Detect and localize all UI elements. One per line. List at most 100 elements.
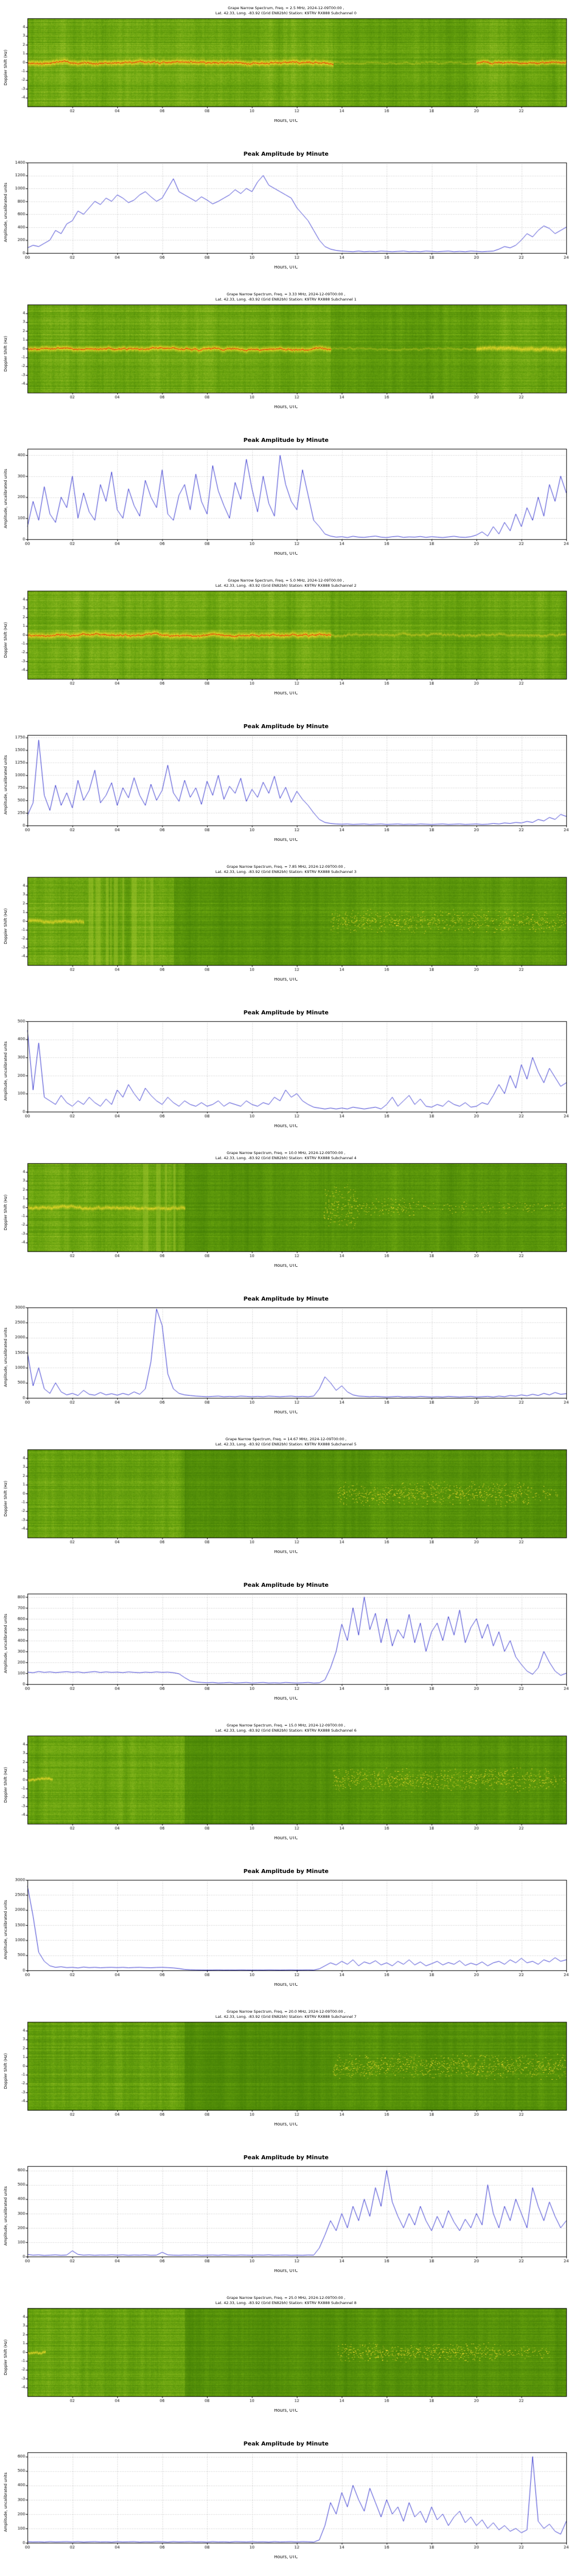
spectrogram-title: Grape Narrow Spectrum, Freq. = 5.0 MHz, … (0, 578, 572, 588)
spectrogram-title: Grape Narrow Spectrum, Freq. = 20.0 MHz,… (0, 2009, 572, 2020)
x-axis-label: Hours, UTC (274, 117, 298, 123)
amplitude-canvas (0, 1018, 572, 1124)
amplitude-section-5: Peak Amplitude by Minute Amplitude, unca… (0, 1574, 572, 1717)
amplitude-plot-area: Amplitude, uncalibrated units (0, 2163, 572, 2269)
spectrogram-plot-area: Doppler Shift (Hz) (0, 302, 572, 405)
spectrogram-section-3: Grape Narrow Spectrum, Freq. = 7.85 MHz,… (0, 859, 572, 1002)
y-axis-label-doppler: Doppler Shift (Hz) (3, 49, 8, 85)
x-axis-label: Hours, UTC (274, 1982, 298, 1987)
amplitude-plot-area: Amplitude, uncalibrated units (0, 445, 572, 552)
spectrogram-title-line1: Grape Narrow Spectrum, Freq. = 2.5 MHz, … (228, 6, 344, 10)
spectrogram-section-2: Grape Narrow Spectrum, Freq. = 5.0 MHz, … (0, 572, 572, 716)
spectrogram-title-line2: Lat. 42.33, Long. -83.92 (Grid EN82bh) S… (215, 583, 357, 588)
amplitude-plot-area: Amplitude, uncalibrated units (0, 1590, 572, 1697)
spectrogram-plot-area: Doppler Shift (Hz) (0, 588, 572, 692)
amplitude-section-7: Peak Amplitude by Minute Amplitude, unca… (0, 2147, 572, 2290)
spectrogram-title-line1: Grape Narrow Spectrum, Freq. = 25.0 MHz,… (227, 2296, 345, 2300)
amplitude-canvas (0, 445, 572, 552)
spectrogram-title-line1: Grape Narrow Spectrum, Freq. = 15.0 MHz,… (227, 1723, 345, 1728)
amplitude-plot-title: Peak Amplitude by Minute (243, 724, 329, 730)
y-axis-label-amplitude: Amplitude, uncalibrated units (3, 1900, 8, 1959)
amplitude-section-1: Peak Amplitude by Minute Amplitude, unca… (0, 429, 572, 572)
y-axis-label-doppler: Doppler Shift (Hz) (3, 622, 8, 658)
spectrogram-plot-area: Doppler Shift (Hz) (0, 15, 572, 119)
spectrogram-title-line2: Lat. 42.33, Long. -83.92 (Grid EN82bh) S… (215, 2014, 357, 2019)
spectrogram-title: Grape Narrow Spectrum, Freq. = 7.85 MHz,… (0, 864, 572, 875)
amplitude-canvas (0, 732, 572, 838)
x-axis-label: Hours, UTC (274, 264, 298, 270)
y-axis-label-amplitude: Amplitude, uncalibrated units (3, 1327, 8, 1387)
amplitude-section-4: Peak Amplitude by Minute Amplitude, unca… (0, 1288, 572, 1431)
amplitude-plot-area: Amplitude, uncalibrated units (0, 1304, 572, 1411)
spectrogram-title-line1: Grape Narrow Spectrum, Freq. = 7.85 MHz,… (227, 864, 345, 869)
spectrogram-canvas (0, 588, 572, 692)
x-axis-label: Hours, UTC (274, 2407, 298, 2413)
spectrogram-canvas (0, 15, 572, 119)
spectrogram-canvas (0, 874, 572, 978)
amplitude-plot-title: Peak Amplitude by Minute (243, 1582, 329, 1589)
spectrogram-title: Grape Narrow Spectrum, Freq. = 2.5 MHz, … (0, 6, 572, 16)
y-axis-label-doppler: Doppler Shift (Hz) (3, 1480, 8, 1516)
amplitude-plot-area: Amplitude, uncalibrated units (0, 159, 572, 266)
spectrogram-section-1: Grape Narrow Spectrum, Freq. = 3.33 MHz,… (0, 286, 572, 429)
y-axis-label-doppler: Doppler Shift (Hz) (3, 335, 8, 372)
spectrogram-title: Grape Narrow Spectrum, Freq. = 14.67 MHz… (0, 1437, 572, 1447)
amplitude-canvas (0, 1876, 572, 1983)
spectrogram-canvas (0, 1447, 572, 1550)
spectrogram-canvas (0, 2305, 572, 2409)
y-axis-label-doppler: Doppler Shift (Hz) (3, 2053, 8, 2089)
spectrogram-title-line1: Grape Narrow Spectrum, Freq. = 3.33 MHz,… (227, 292, 345, 297)
spectrogram-plot-area: Doppler Shift (Hz) (0, 1160, 572, 1264)
spectrogram-title-line2: Lat. 42.33, Long. -83.92 (Grid EN82bh) S… (215, 1155, 357, 1160)
spectrogram-title-line2: Lat. 42.33, Long. -83.92 (Grid EN82bh) S… (215, 297, 357, 302)
y-axis-label-amplitude: Amplitude, uncalibrated units (3, 183, 8, 242)
spectrogram-title-line2: Lat. 42.33, Long. -83.92 (Grid EN82bh) S… (215, 1441, 357, 1447)
spectrogram-section-7: Grape Narrow Spectrum, Freq. = 20.0 MHz,… (0, 2004, 572, 2147)
amplitude-plot-title: Peak Amplitude by Minute (243, 2441, 329, 2447)
spectrogram-title-line1: Grape Narrow Spectrum, Freq. = 10.0 MHz,… (227, 1151, 345, 1155)
spectrogram-title-line2: Lat. 42.33, Long. -83.92 (Grid EN82bh) S… (215, 869, 357, 874)
spectrogram-canvas (0, 2019, 572, 2123)
spectrogram-title-line1: Grape Narrow Spectrum, Freq. = 20.0 MHz,… (227, 2009, 345, 2014)
spectrogram-title: Grape Narrow Spectrum, Freq. = 15.0 MHz,… (0, 1723, 572, 1733)
spectrogram-plot-area: Doppler Shift (Hz) (0, 2305, 572, 2409)
amplitude-canvas (0, 2449, 572, 2555)
y-axis-label-doppler: Doppler Shift (Hz) (3, 908, 8, 944)
spectrogram-plot-area: Doppler Shift (Hz) (0, 1733, 572, 1836)
spectrogram-title-line1: Grape Narrow Spectrum, Freq. = 14.67 MHz… (225, 1437, 347, 1441)
x-axis-label: Hours, UTC (274, 2121, 298, 2127)
x-axis-label: Hours, UTC (274, 551, 298, 556)
x-axis-label: Hours, UTC (274, 2554, 298, 2559)
amplitude-canvas (0, 2163, 572, 2269)
x-axis-label: Hours, UTC (274, 404, 298, 409)
x-axis-label: Hours, UTC (274, 690, 298, 696)
y-axis-label-amplitude: Amplitude, uncalibrated units (3, 2186, 8, 2246)
spectrogram-section-8: Grape Narrow Spectrum, Freq. = 25.0 MHz,… (0, 2290, 572, 2433)
x-axis-label: Hours, UTC (274, 837, 298, 842)
amplitude-section-3: Peak Amplitude by Minute Amplitude, unca… (0, 1002, 572, 1145)
y-axis-label-amplitude: Amplitude, uncalibrated units (3, 2472, 8, 2532)
amplitude-plot-area: Amplitude, uncalibrated units (0, 1018, 572, 1124)
spectrogram-section-4: Grape Narrow Spectrum, Freq. = 10.0 MHz,… (0, 1145, 572, 1288)
amplitude-plot-title: Peak Amplitude by Minute (243, 437, 329, 444)
amplitude-plot-title: Peak Amplitude by Minute (243, 1868, 329, 1875)
x-axis-label: Hours, UTC (274, 1696, 298, 1701)
x-axis-label: Hours, UTC (274, 1123, 298, 1128)
amplitude-section-2: Peak Amplitude by Minute Amplitude, unca… (0, 716, 572, 859)
spectrogram-plot-area: Doppler Shift (Hz) (0, 874, 572, 978)
x-axis-label: Hours, UTC (274, 1262, 298, 1268)
amplitude-section-8: Peak Amplitude by Minute Amplitude, unca… (0, 2433, 572, 2576)
amplitude-plot-area: Amplitude, uncalibrated units (0, 2449, 572, 2555)
amplitude-plot-area: Amplitude, uncalibrated units (0, 732, 572, 838)
amplitude-section-6: Peak Amplitude by Minute Amplitude, unca… (0, 1860, 572, 2004)
amplitude-canvas (0, 1304, 572, 1411)
spectrogram-title-line2: Lat. 42.33, Long. -83.92 (Grid EN82bh) S… (215, 1728, 357, 1733)
y-axis-label-amplitude: Amplitude, uncalibrated units (3, 1041, 8, 1101)
spectrogram-title-line1: Grape Narrow Spectrum, Freq. = 5.0 MHz, … (228, 578, 344, 583)
amplitude-plot-title: Peak Amplitude by Minute (243, 1010, 329, 1016)
y-axis-label-amplitude: Amplitude, uncalibrated units (3, 1614, 8, 1673)
spectrogram-section-5: Grape Narrow Spectrum, Freq. = 14.67 MHz… (0, 1431, 572, 1574)
y-axis-label-doppler: Doppler Shift (Hz) (3, 1194, 8, 1230)
x-axis-label: Hours, UTC (274, 2268, 298, 2273)
